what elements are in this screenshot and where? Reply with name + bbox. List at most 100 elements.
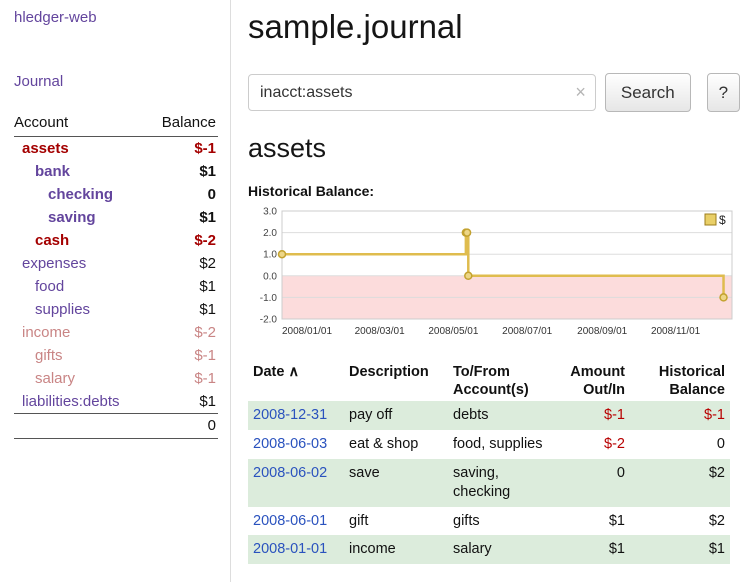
y-tick-label: 3.0 bbox=[263, 207, 277, 218]
account-balance: $1 bbox=[199, 393, 216, 410]
account-balance: $1 bbox=[199, 209, 216, 226]
account-link[interactable]: income bbox=[22, 324, 71, 341]
register-date-link[interactable]: 2008-12-31 bbox=[253, 407, 328, 424]
account-link[interactable]: gifts bbox=[35, 347, 63, 364]
register-balance: 0 bbox=[716, 436, 725, 453]
account-row: salary $-1 bbox=[14, 367, 218, 390]
accounts-total: 0 bbox=[14, 413, 218, 439]
sort-asc-icon: ∧ bbox=[284, 364, 300, 380]
register-row: 2008-01-01 income salary $1 $1 bbox=[248, 535, 730, 565]
balance-chart-svg: 3.0 2.0 1.0 0.0 -1.0 -2.0 2008/01/01 2008/03/01… bbox=[260, 207, 733, 337]
account-row: food $1 bbox=[14, 275, 218, 298]
account-heading: assets bbox=[248, 133, 327, 163]
account-link[interactable]: food bbox=[35, 278, 65, 295]
account-row: gifts $-1 bbox=[14, 344, 218, 367]
account-row: saving $1 bbox=[14, 206, 218, 229]
help-button[interactable]: ? bbox=[706, 73, 740, 112]
register-accounts: gifts bbox=[453, 512, 480, 529]
account-link[interactable]: checking bbox=[48, 186, 114, 203]
register-col-header-historical-balance: Historical Balance bbox=[658, 364, 725, 399]
register-balance: $2 bbox=[708, 464, 725, 481]
register-description: save bbox=[349, 464, 380, 481]
register-accounts: food, supplies bbox=[453, 436, 543, 453]
clear-search-icon[interactable]: × bbox=[575, 82, 586, 102]
account-link[interactable]: assets bbox=[22, 140, 69, 157]
account-balance: $1 bbox=[199, 163, 216, 180]
x-tick-label: 2008/11/01 bbox=[651, 326, 701, 337]
account-row: expenses $2 bbox=[14, 252, 218, 275]
y-tick-label: -2.0 bbox=[260, 315, 278, 326]
account-link[interactable]: saving bbox=[48, 209, 96, 226]
app-title-link[interactable]: hledger-web bbox=[14, 9, 97, 26]
search-box: × bbox=[248, 74, 596, 111]
account-row: checking 0 bbox=[14, 183, 218, 206]
account-link[interactable]: bank bbox=[35, 163, 71, 180]
register-table: Date ∧ Description To/From Account(s) Amoun… bbox=[248, 361, 730, 565]
register-row: 2008-06-02 save saving, checking 0 $2 bbox=[248, 458, 730, 507]
x-tick-label: 2008/07/01 bbox=[502, 326, 552, 337]
sidebar: hledger-web Journal Account Balance asse… bbox=[0, 0, 231, 582]
register-balance: $2 bbox=[708, 512, 725, 529]
x-tick-label: 2008/05/01 bbox=[428, 326, 478, 337]
accounts-list: assets $-1 bank $1 checking 0 saving $1 … bbox=[14, 137, 218, 413]
register-col-header-description: Description bbox=[349, 364, 429, 380]
main-content: sample.journal × Search ? assets Histori… bbox=[248, 0, 740, 565]
account-row: income $-2 bbox=[14, 321, 218, 344]
register-col-header-date[interactable]: Date ∧ bbox=[253, 364, 300, 380]
x-tick-label: 2008/03/01 bbox=[355, 326, 405, 337]
register-date-link[interactable]: 2008-06-02 bbox=[253, 464, 328, 481]
journal-link[interactable]: Journal bbox=[14, 73, 64, 90]
x-tick-label: 2008/09/01 bbox=[577, 326, 627, 337]
register-amount: $1 bbox=[608, 512, 625, 529]
account-row: supplies $1 bbox=[14, 298, 218, 321]
chart-title: Historical Balance: bbox=[248, 183, 375, 199]
register-accounts: saving, checking bbox=[453, 464, 511, 500]
register-row: 2008-12-31 pay off debts $-1 $-1 bbox=[248, 401, 730, 431]
register-date-link[interactable]: 2008-01-01 bbox=[253, 541, 328, 558]
register-balance: $1 bbox=[708, 541, 725, 558]
account-link[interactable]: supplies bbox=[35, 301, 91, 318]
register-description: pay off bbox=[349, 407, 393, 424]
search-button[interactable]: Search bbox=[604, 73, 691, 112]
balance-chart: 3.0 2.0 1.0 0.0 -1.0 -2.0 2008/01/01 2008/03/01… bbox=[248, 205, 740, 349]
legend-label: $ bbox=[719, 213, 726, 227]
accounts-total-value: 0 bbox=[207, 417, 216, 434]
search-input[interactable] bbox=[248, 74, 596, 111]
register-amount: $-1 bbox=[604, 407, 625, 424]
accounts-panel: Account Balance assets $-1 bank $1 check… bbox=[14, 111, 218, 439]
register-amount: $-2 bbox=[604, 436, 625, 453]
search-row: × Search ? bbox=[248, 73, 740, 112]
page-title: sample.journal bbox=[248, 8, 463, 45]
register-description: gift bbox=[349, 512, 369, 529]
register-accounts: salary bbox=[453, 541, 492, 558]
data-point bbox=[277, 249, 287, 259]
register-amount: 0 bbox=[616, 464, 625, 481]
legend-swatch bbox=[704, 213, 717, 226]
register-row: 2008-06-03 eat & shop food, supplies $-2… bbox=[248, 430, 730, 459]
data-point bbox=[462, 228, 472, 237]
account-row: cash $-2 bbox=[14, 229, 218, 252]
account-balance: $-2 bbox=[194, 232, 216, 249]
accounts-header: Account Balance bbox=[14, 111, 218, 137]
register-date-link[interactable]: 2008-06-01 bbox=[253, 512, 328, 529]
accounts-header-account: Account bbox=[14, 114, 69, 131]
register-col-header-amount-out-in: Amount Out/In bbox=[570, 364, 625, 399]
register-amount: $1 bbox=[608, 541, 625, 558]
account-row: liabilities:debts $1 bbox=[14, 390, 218, 413]
account-link[interactable]: salary bbox=[35, 370, 76, 387]
account-balance: $-1 bbox=[194, 140, 216, 157]
account-balance: $-2 bbox=[194, 324, 216, 341]
y-tick-label: 2.0 bbox=[263, 228, 277, 239]
account-link[interactable]: cash bbox=[35, 232, 70, 249]
register-description: income bbox=[349, 541, 396, 558]
account-link[interactable]: liabilities:debts bbox=[22, 393, 120, 410]
account-balance: $2 bbox=[199, 255, 216, 272]
account-balance: $1 bbox=[199, 301, 216, 318]
register-header-row: Date ∧ Description To/From Account(s) Amoun… bbox=[248, 361, 730, 401]
register-accounts: debts bbox=[453, 407, 489, 424]
y-tick-label: 0.0 bbox=[263, 271, 277, 282]
register-date-link[interactable]: 2008-06-03 bbox=[253, 436, 328, 453]
account-link[interactable]: expenses bbox=[22, 255, 87, 272]
account-balance: 0 bbox=[207, 186, 216, 203]
register-row: 2008-06-01 gift gifts $1 $2 bbox=[248, 507, 730, 536]
